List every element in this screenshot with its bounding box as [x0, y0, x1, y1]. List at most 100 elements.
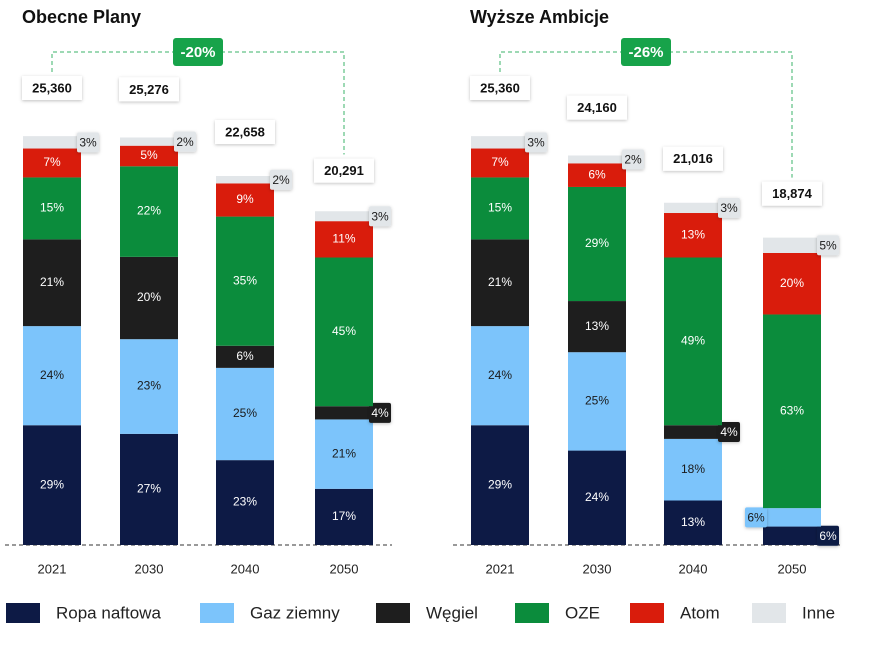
segment-label: 5% [819, 238, 837, 252]
bar-segment [216, 176, 274, 184]
bar-segment [664, 257, 722, 426]
bar-segment [315, 257, 373, 407]
bar-segment [23, 177, 81, 240]
segment-label-box [817, 525, 839, 546]
x-tick-label: 2050 [330, 561, 359, 576]
bar-segment [23, 136, 81, 149]
segment-label: 24% [585, 490, 609, 504]
bar-segment [23, 326, 81, 426]
segment-label: 6% [588, 167, 606, 181]
bar-segment [568, 352, 626, 451]
segment-label-box [270, 169, 292, 190]
bar-segment [568, 301, 626, 353]
chart-title: Wyższe Ambicje [470, 7, 609, 27]
total-label-box [215, 120, 275, 145]
bar-segment [23, 148, 81, 178]
segment-label: 3% [79, 135, 97, 149]
total-label: 24,160 [577, 100, 617, 115]
total-label-box [119, 77, 179, 102]
legend-label: OZE [565, 603, 600, 622]
bar-segment [120, 433, 178, 545]
bar-segment [216, 216, 274, 346]
segment-label: 17% [332, 509, 356, 523]
segment-label-box [369, 402, 391, 423]
legend-label: Ropa naftowa [56, 603, 161, 622]
x-tick-label: 2050 [778, 561, 807, 576]
segment-label: 22% [137, 204, 161, 218]
total-label: 22,658 [225, 124, 265, 139]
total-label-box [22, 76, 82, 100]
bar-segment [216, 345, 274, 368]
bar-segment [315, 221, 373, 258]
legend-label: Węgiel [426, 603, 478, 622]
total-label: 18,874 [772, 186, 813, 201]
bar-segment [568, 155, 626, 164]
bar-segment [568, 163, 626, 187]
segment-label: 45% [332, 324, 356, 338]
segment-label: 25% [233, 406, 257, 420]
segment-label-box [525, 132, 547, 153]
segment-label: 2% [272, 173, 290, 187]
total-label: 20,291 [324, 163, 364, 178]
bar-segment [315, 488, 373, 545]
bar-segment [315, 419, 373, 489]
x-tick-label: 2040 [231, 561, 260, 576]
legend-label: Inne [802, 603, 835, 622]
segment-label: 3% [371, 209, 389, 223]
bar-segment [216, 183, 274, 217]
bar-segment [120, 145, 178, 167]
x-tick-label: 2040 [679, 561, 708, 576]
bar-segment [216, 367, 274, 461]
segment-label: 6% [819, 529, 837, 543]
change-label: -20% [180, 44, 215, 61]
segment-label: 21% [488, 275, 512, 289]
segment-label: 6% [236, 349, 254, 363]
bar-segment [23, 239, 81, 327]
total-label: 25,360 [32, 80, 72, 95]
segment-label: 23% [137, 379, 161, 393]
legend-label: Atom [680, 603, 720, 622]
segment-label: 13% [585, 319, 609, 333]
segment-label: 13% [681, 515, 705, 529]
total-label-box [314, 158, 374, 183]
legend-label: Gaz ziemny [250, 603, 340, 622]
bar-segment [471, 177, 529, 240]
segment-label: 49% [681, 334, 705, 348]
segment-label-box [369, 206, 391, 227]
segment-label: 7% [43, 155, 61, 169]
segment-label: 23% [233, 495, 257, 509]
segment-label: 7% [491, 155, 509, 169]
change-badge [621, 38, 671, 66]
legend-swatch [376, 603, 410, 623]
segment-label: 2% [624, 153, 642, 167]
total-label-box [663, 146, 723, 171]
bar-segment [120, 166, 178, 257]
segment-label: 13% [681, 227, 705, 241]
segment-label: 4% [720, 425, 738, 439]
segment-label: 21% [332, 446, 356, 460]
segment-label: 29% [40, 477, 64, 491]
segment-label: 63% [780, 403, 804, 417]
x-tick-label: 2021 [486, 561, 515, 576]
segment-label: 29% [585, 236, 609, 250]
bar-segment [315, 406, 373, 420]
total-label-box [470, 76, 530, 100]
segment-label: 5% [140, 148, 158, 162]
total-label: 25,276 [129, 82, 169, 97]
segment-label: 15% [488, 201, 512, 215]
bar-segment [471, 148, 529, 178]
segment-label: 18% [681, 462, 705, 476]
total-label-box [762, 181, 822, 206]
bar-segment [763, 508, 821, 527]
bar-segment [120, 137, 178, 146]
bar-segment [664, 213, 722, 258]
segment-label-box [817, 235, 839, 256]
x-tick-label: 2030 [583, 561, 612, 576]
change-bracket [499, 51, 793, 178]
bar-segment [568, 186, 626, 302]
segment-label: 3% [527, 135, 545, 149]
segment-label: 25% [585, 394, 609, 408]
bar-segment [763, 252, 821, 315]
bar-segment [471, 136, 529, 149]
segment-label-box [718, 197, 740, 218]
